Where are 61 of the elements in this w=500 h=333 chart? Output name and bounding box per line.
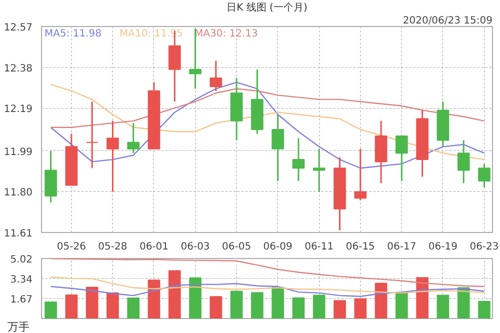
- bar: [457, 287, 470, 318]
- bar: [86, 286, 98, 318]
- line-series: [50, 88, 485, 128]
- bar: [106, 292, 119, 318]
- y-tick-label: 12.38: [4, 63, 33, 74]
- x-tick-label: 06-11: [304, 242, 334, 252]
- y-axis-title: 万手: [8, 320, 30, 333]
- line-series: [50, 283, 485, 297]
- bar: [478, 300, 490, 318]
- bar: [292, 297, 305, 318]
- text: MA5: 11.98: [44, 28, 102, 40]
- bar: [396, 292, 408, 318]
- bar: [168, 270, 181, 318]
- y-tick-label: 11.99: [4, 146, 33, 158]
- y-tick-label: 12.57: [4, 22, 33, 34]
- y-tick-label: 1.67: [10, 294, 32, 306]
- candlestick: [272, 114, 284, 182]
- bar: [354, 298, 367, 318]
- x-tick-label: 06-19: [428, 242, 458, 252]
- candlestick: [312, 148, 326, 192]
- bar: [127, 298, 140, 318]
- bar: [210, 296, 222, 318]
- x-tick-label: 06-01: [139, 242, 169, 252]
- y-tick-label: 12.19: [4, 104, 33, 116]
- bar: [312, 294, 326, 318]
- y-tick-label: 11.61: [4, 228, 33, 240]
- bar: [374, 282, 388, 318]
- bar: [251, 292, 264, 318]
- candlestick: [292, 137, 305, 182]
- x-tick-label: 06-17: [387, 242, 416, 252]
- x-tick-label: 06-03: [180, 242, 210, 252]
- candlestick: [354, 148, 367, 202]
- bar: [44, 302, 57, 318]
- x-tick-label: 06-23: [470, 242, 499, 252]
- x-tick-label: 05-26: [56, 242, 86, 252]
- candlestick: [127, 122, 140, 154]
- candlestick: [106, 120, 119, 192]
- candlestick: [86, 100, 98, 169]
- y-tick-label: 11.80: [4, 188, 33, 199]
- candlestick: [457, 139, 470, 184]
- bar: [416, 277, 428, 318]
- x-tick-label: 06-09: [263, 242, 292, 252]
- bar: [189, 277, 202, 318]
- bar: [272, 287, 284, 318]
- candlestick: [210, 60, 222, 92]
- bar: [334, 300, 346, 318]
- bar: [65, 294, 78, 318]
- line-series: [50, 276, 485, 294]
- x-tick-label: 06-15: [346, 242, 375, 252]
- text: 2020/06/23 15:09: [402, 16, 493, 26]
- x-tick-label: 05-28: [98, 242, 128, 252]
- bar: [436, 294, 450, 318]
- x-tick-label: 06-05: [222, 242, 252, 252]
- line-series: [50, 258, 485, 288]
- bar: [148, 280, 160, 318]
- y-tick-label: 3.34: [10, 274, 32, 286]
- bar: [230, 290, 243, 318]
- y-tick-label: 5.02: [10, 254, 32, 266]
- chart-title: 日K 线图 (一个月): [226, 2, 308, 14]
- candlestick: [478, 163, 490, 188]
- candlestick: [396, 135, 408, 182]
